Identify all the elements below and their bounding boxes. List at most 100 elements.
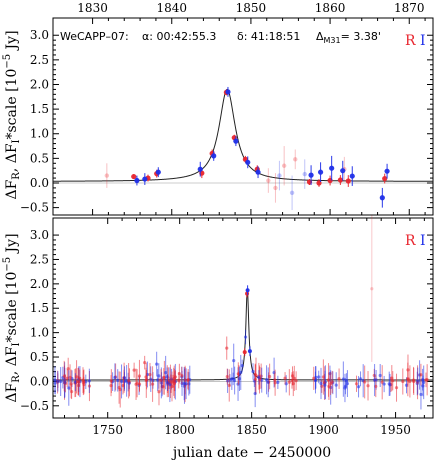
scatter-point-R xyxy=(109,379,113,383)
data-point-I xyxy=(349,173,355,179)
faint-point-R xyxy=(281,163,287,168)
scatter-point-R xyxy=(321,375,325,379)
faint-point-I xyxy=(289,190,295,196)
data-point-I xyxy=(134,177,140,184)
scatter-point-R xyxy=(287,380,291,384)
scatter-point-R xyxy=(406,377,410,382)
x-tick-label-bottom: 1800 xyxy=(164,423,195,437)
outlier-point xyxy=(370,287,374,291)
scatter-point-I xyxy=(264,378,269,382)
scatter-point-R xyxy=(137,374,142,378)
legend-r-top: R xyxy=(405,33,416,49)
data-point-I xyxy=(142,176,148,182)
y-tick-label: 1.0 xyxy=(30,127,49,141)
scatter-point-I xyxy=(168,383,172,387)
peak-point-I xyxy=(245,288,250,293)
scatter-point-R xyxy=(366,384,370,388)
scatter-point-I xyxy=(404,383,409,387)
data-point-I xyxy=(245,159,251,165)
scatter-point-R xyxy=(150,382,155,386)
scatter-point-I xyxy=(232,359,236,363)
x-tick-label-top: 1870 xyxy=(394,1,425,15)
scatter-point-R xyxy=(62,374,66,378)
scatter-point-R xyxy=(177,372,181,376)
scatter-point-R xyxy=(329,382,333,386)
y-tick-label: 1.5 xyxy=(30,301,49,315)
scatter-point-R xyxy=(227,383,231,388)
scatter-point-I xyxy=(251,369,255,374)
scatter-point-I xyxy=(344,379,348,383)
scatter-point-I xyxy=(419,392,423,397)
y-tick-label: 0.0 xyxy=(30,176,49,190)
scatter-point-I xyxy=(416,379,420,383)
y-tick-label: 0.5 xyxy=(30,151,49,165)
data-point-I xyxy=(233,138,239,144)
ylabel-bottom: ΔFR, ΔFI*scale [10−5 Jy] xyxy=(2,233,22,402)
scatter-point-I xyxy=(164,371,168,375)
scatter-point-I xyxy=(356,385,361,389)
scatter-point-R xyxy=(74,375,79,379)
scatter-point-R xyxy=(273,381,277,385)
data-point-I xyxy=(197,166,203,172)
header-dist: ΔM31= 3.38' xyxy=(316,30,381,45)
scatter-point-R xyxy=(327,384,331,388)
scatter-point-I xyxy=(119,379,124,384)
faint-point-R xyxy=(273,185,278,191)
scatter-point-I xyxy=(253,391,257,396)
scatter-point-I xyxy=(67,386,71,390)
scatter-point-R xyxy=(127,379,131,383)
header-delta: δ: 41:18:51 xyxy=(237,30,300,43)
data-point-R xyxy=(382,175,388,182)
data-point-I xyxy=(255,169,261,175)
scatter-point-R xyxy=(143,361,147,365)
data-point-I xyxy=(329,165,335,171)
scatter-point-I xyxy=(358,377,363,381)
scatter-point-R xyxy=(401,379,405,384)
data-point-I xyxy=(384,168,390,174)
peak-point-I xyxy=(247,349,252,354)
scatter-point-I xyxy=(182,382,186,386)
faint-point-I xyxy=(277,173,282,178)
scatter-point-I xyxy=(155,362,159,366)
data-point-R xyxy=(337,177,343,183)
scatter-point-R xyxy=(268,374,272,379)
y-tick-label: 2.0 xyxy=(30,277,49,291)
data-point-I xyxy=(225,89,231,95)
scatter-point-R xyxy=(180,373,184,378)
scatter-point-R xyxy=(177,378,181,382)
scatter-point-R xyxy=(363,380,367,384)
scatter-point-R xyxy=(394,386,399,390)
y-tick-label: 2.0 xyxy=(30,77,49,91)
scatter-point-I xyxy=(63,380,67,385)
faint-point-R xyxy=(293,157,298,162)
scatter-point-I xyxy=(240,364,244,368)
plot-frame xyxy=(52,17,434,216)
scatter-point-I xyxy=(378,373,382,378)
y-tick-label: 1.5 xyxy=(30,102,49,116)
header-object: WeCAPP–07: xyxy=(60,30,129,43)
scatter-point-I xyxy=(53,378,57,382)
scatter-point-R xyxy=(283,376,287,380)
scatter-point-R xyxy=(419,373,423,377)
scatter-point-R xyxy=(337,377,341,381)
data-point-I xyxy=(340,168,346,174)
xlabel: julian date − 2450000 xyxy=(171,445,331,461)
scatter-point-I xyxy=(230,377,234,381)
panel-bottom: −0.5 0.0 0.5 1.0 1.5 2.0 2.5 3.0 1750 1800 1850 190… xyxy=(20,215,434,437)
data-point-I xyxy=(379,195,385,201)
faint-point-R xyxy=(266,178,271,183)
y-tick-label: −0.5 xyxy=(20,399,49,413)
scatter-point-I xyxy=(237,377,242,381)
scatter-point-R xyxy=(408,379,412,383)
scatter-point-I xyxy=(382,382,386,386)
scatter-point-R xyxy=(225,346,229,350)
scatter-point-R xyxy=(294,379,298,383)
y-tick-label: −0.5 xyxy=(20,201,49,215)
scatter-point-R xyxy=(144,375,148,379)
x-tick-label-bottom: 1750 xyxy=(92,423,123,437)
scatter-point-I xyxy=(319,381,323,386)
scatter-point-I xyxy=(421,378,425,382)
scatter-point-R xyxy=(390,376,394,380)
header-dist-sub: M31 xyxy=(324,36,341,45)
